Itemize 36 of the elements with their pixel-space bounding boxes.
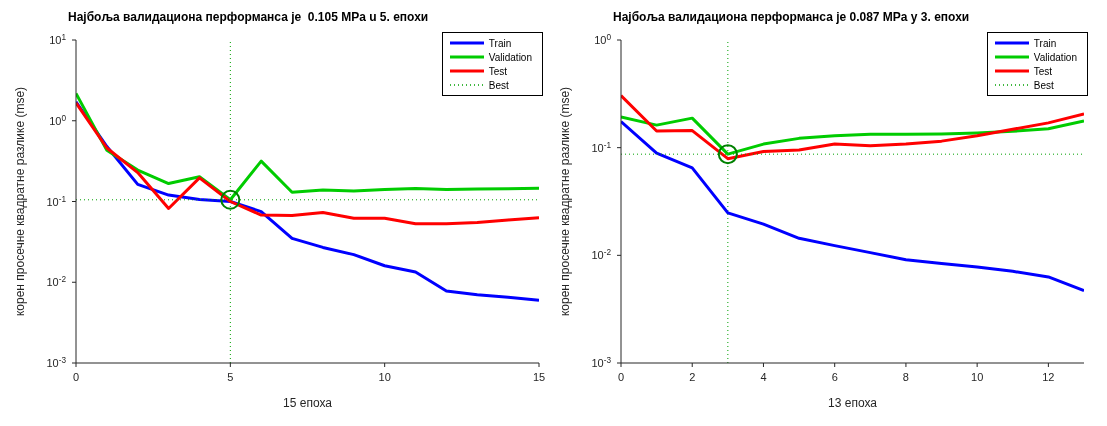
x-tick-label: 6 [831,371,838,383]
y-tick-label: 10$^{1}$ [49,32,67,46]
y-tick-label: 10$^{-2}$ [46,274,67,289]
x-axis-title: 13 епоха [828,396,878,410]
x-tick-label: 0 [617,371,625,383]
legend-label: Validation [1033,51,1077,63]
legend-label: Best [1033,79,1054,91]
x-tick-label: 8 [902,371,909,383]
y-tick-label: 10$^{-3}$ [591,355,612,369]
chart-title: Најбоља валидациона перформанса је 0.105 MPa u 5. епохи [67,9,430,26]
x-axis-title: 15 епоха [283,396,333,410]
x-tick-label: 10 [971,371,984,383]
legend-label: Train [1033,37,1057,49]
y-tick-label: 10$^{-1}$ [46,194,67,208]
x-tick-label: 5 [227,371,234,383]
y-tick-label: 10$^{-2}$ [591,247,612,262]
legend-label: Validation [488,51,532,63]
legend-label: Train [488,37,512,49]
x-tick-label: 10 [378,371,391,383]
y-tick-label: 10$^{0}$ [49,113,67,127]
y-tick-label: 10$^{-1}$ [591,140,612,154]
y-tick-label: 10$^{0}$ [594,32,612,46]
x-tick-label: 2 [689,371,696,383]
y-axis-title: корен просечне квадратне разлике (mse) [13,86,28,317]
line-series [621,120,1084,293]
legend-label: Best [488,79,509,91]
y-tick-label: 10$^{-3}$ [46,355,67,369]
line-series [76,101,539,226]
legend-label: Test [1033,65,1053,77]
legend-label: Test [488,65,508,77]
x-tick-label: 12 [1042,371,1055,383]
x-tick-label: 0 [72,371,80,383]
x-tick-label: 15 [532,371,546,383]
y-axis-title: корен просечне квадратне разлике (mse) [558,86,573,317]
chart-title: Најбоља валидациона перформанса је 0.087 MPa у 3. епохи [612,9,971,26]
x-tick-label: 4 [760,371,767,383]
